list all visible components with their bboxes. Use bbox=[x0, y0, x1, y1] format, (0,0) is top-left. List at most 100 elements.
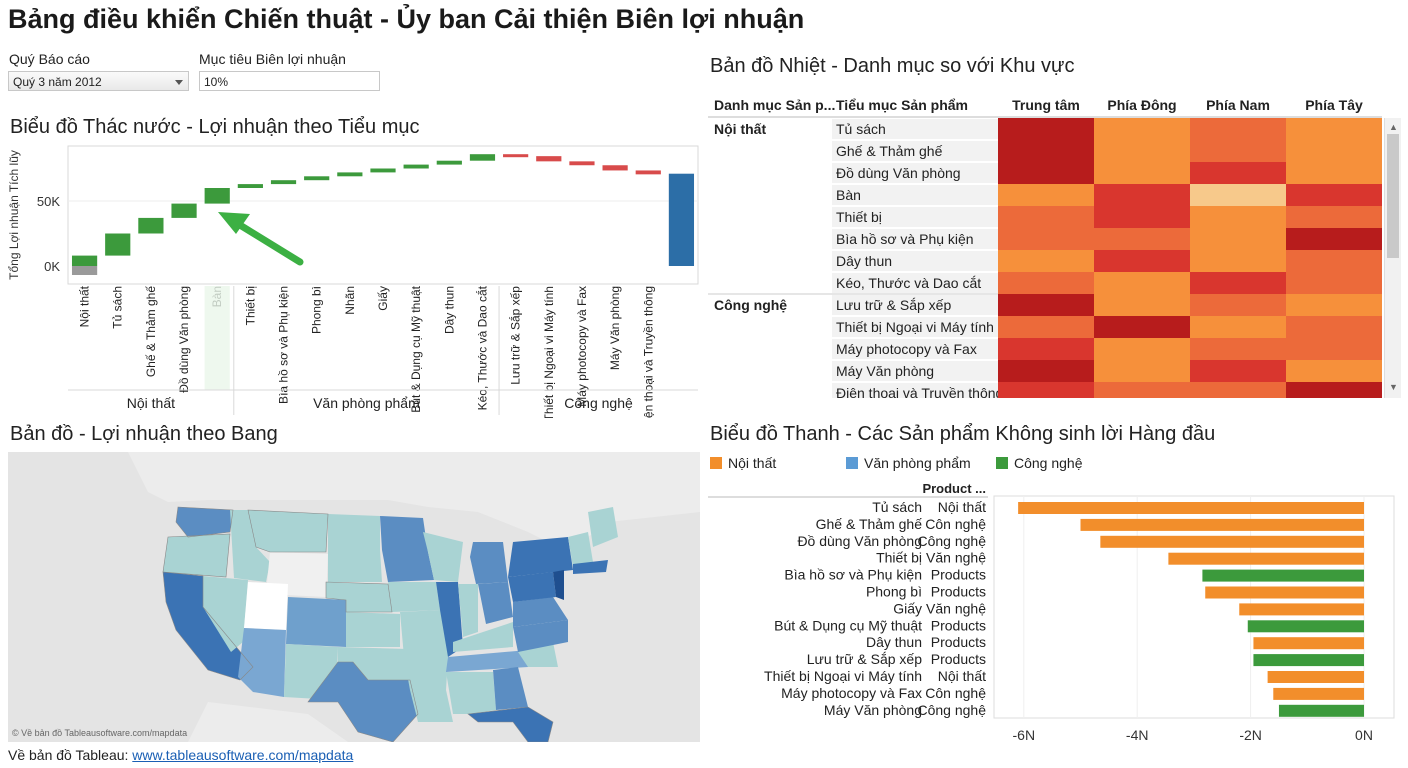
state-michigan[interactable] bbox=[470, 542, 508, 584]
waterfall-bar bbox=[569, 161, 595, 166]
state-south-carolina[interactable] bbox=[518, 642, 558, 667]
heatmap-cell bbox=[1190, 140, 1286, 162]
scrollbar-thumb[interactable] bbox=[1387, 134, 1399, 258]
state-illinois[interactable] bbox=[436, 582, 463, 657]
legend-label-technology: Công nghệ bbox=[1014, 455, 1083, 471]
heatmap-cell bbox=[998, 272, 1094, 294]
bar-product-label: Máy Văn phòng bbox=[824, 702, 922, 718]
state-oklahoma[interactable] bbox=[338, 647, 410, 680]
state-utah[interactable] bbox=[244, 582, 288, 630]
heatmap-cell bbox=[1190, 206, 1286, 228]
map-footer: Về bản đồ Tableau: www.tableausoftware.c… bbox=[8, 747, 353, 763]
state-nebraska[interactable] bbox=[326, 582, 392, 612]
state-texas[interactable] bbox=[308, 662, 418, 742]
heatmap-cell bbox=[1286, 382, 1382, 398]
state-kansas[interactable] bbox=[346, 612, 400, 647]
chevron-down-icon[interactable] bbox=[175, 80, 183, 85]
heatmap-row-label: Tủ sách bbox=[836, 121, 886, 137]
waterfall-bar bbox=[668, 173, 695, 266]
bar-mark bbox=[1100, 535, 1364, 548]
state-ohio[interactable] bbox=[478, 582, 513, 624]
bar-xtick-label: -4N bbox=[1126, 727, 1149, 743]
bar-mark bbox=[1202, 569, 1364, 582]
state-arkansas[interactable] bbox=[404, 657, 448, 690]
state-colorado[interactable] bbox=[286, 597, 348, 647]
state-tennessee[interactable] bbox=[446, 650, 528, 672]
waterfall-bar bbox=[270, 180, 297, 185]
quarter-select[interactable]: Quý 3 năm 2012 bbox=[8, 71, 189, 91]
state-new-york[interactable] bbox=[508, 537, 573, 577]
heatmap-cell bbox=[1286, 118, 1382, 140]
state-maine[interactable] bbox=[588, 507, 618, 547]
bar-product-label: Giấy bbox=[893, 600, 922, 616]
us-map[interactable]: © Về bản đồ Tableausoftware.com/mapdata bbox=[8, 452, 700, 742]
bar-mark bbox=[1080, 518, 1364, 531]
heatmap-cell bbox=[1286, 294, 1382, 316]
heatmap-row-label: Điện thoại và Truyền thông bbox=[836, 385, 1003, 398]
state-wisconsin[interactable] bbox=[423, 532, 463, 582]
state-idaho[interactable] bbox=[230, 510, 270, 582]
waterfall-bar bbox=[204, 188, 230, 204]
state-missouri[interactable] bbox=[400, 610, 453, 657]
waterfall-xtick-label: Dây thun bbox=[442, 286, 456, 334]
target-margin-input[interactable]: 10% bbox=[199, 71, 380, 91]
mapdata-link[interactable]: www.tableausoftware.com/mapdata bbox=[132, 747, 354, 763]
heatmap-cell bbox=[1094, 118, 1190, 140]
heatmap-row-bg bbox=[832, 295, 998, 315]
scroll-down-icon[interactable]: ▼ bbox=[1389, 382, 1398, 392]
state-alabama[interactable] bbox=[470, 672, 496, 714]
state-oregon[interactable] bbox=[163, 534, 230, 577]
bar-plot-frame bbox=[993, 495, 1395, 719]
bar-product-label: Tủ sách bbox=[872, 499, 922, 515]
state-nevada[interactable] bbox=[203, 576, 248, 652]
bar-product-label: Bút & Dụng cụ Mỹ thuật bbox=[774, 617, 922, 633]
heatmap-cell bbox=[1190, 184, 1286, 206]
heatmap-grid: Danh mục Sản p... Tiểu mục Sản phẩm Trung … bbox=[708, 97, 1382, 398]
state-louisiana[interactable] bbox=[410, 690, 453, 722]
state-virginia[interactable] bbox=[513, 597, 568, 627]
bar-product-label: Bìa hồ sơ và Phụ kiện bbox=[784, 567, 922, 583]
bar-mark bbox=[1273, 687, 1364, 700]
heatmap-category-label: Công nghệ bbox=[714, 297, 787, 313]
state-mississippi[interactable] bbox=[446, 672, 470, 714]
heatmap-cell bbox=[1094, 338, 1190, 360]
waterfall-group-label: Công nghệ bbox=[564, 395, 633, 411]
map-credit: © Về bản đồ Tableausoftware.com/mapdata bbox=[12, 728, 188, 738]
state-massachusetts[interactable] bbox=[573, 560, 608, 574]
state-pennsylvania[interactable] bbox=[508, 572, 556, 602]
state-arizona[interactable] bbox=[238, 628, 286, 697]
waterfall-bar bbox=[436, 160, 462, 165]
state-vermont-nh[interactable] bbox=[568, 532, 593, 567]
state-montana[interactable] bbox=[248, 510, 328, 552]
heatmap-cell bbox=[1094, 184, 1190, 206]
state-washington[interactable] bbox=[176, 507, 233, 537]
heatmap-cell bbox=[998, 382, 1094, 398]
state-south-dakota[interactable] bbox=[328, 550, 382, 582]
state-indiana[interactable] bbox=[458, 584, 478, 637]
bar-legend: Nội thất Văn phòng phẩm Công nghệ bbox=[708, 455, 1128, 473]
state-north-dakota[interactable] bbox=[328, 514, 380, 550]
state-california[interactable] bbox=[163, 572, 253, 680]
state-kentucky[interactable] bbox=[453, 622, 513, 652]
state-florida[interactable] bbox=[468, 707, 553, 742]
legend-swatch-technology bbox=[996, 457, 1008, 469]
bar-category-label: Products bbox=[931, 651, 986, 667]
state-georgia[interactable] bbox=[493, 667, 528, 710]
heatmap-col-header: Tiểu mục Sản phẩm bbox=[836, 97, 968, 113]
state-new-jersey[interactable] bbox=[553, 570, 564, 600]
heatmap-cell bbox=[1286, 228, 1382, 250]
state-iowa[interactable] bbox=[388, 582, 440, 612]
waterfall-bar bbox=[304, 176, 330, 181]
scroll-up-icon[interactable]: ▲ bbox=[1389, 122, 1398, 132]
heatmap-cell bbox=[1286, 272, 1382, 294]
heatmap-cell bbox=[1286, 140, 1382, 162]
heatmap-col-header: Trung tâm bbox=[1012, 97, 1080, 113]
state-north-carolina[interactable] bbox=[513, 620, 568, 652]
heatmap-cell bbox=[1094, 228, 1190, 250]
bar-category-label: Products bbox=[931, 617, 986, 633]
heatmap-cell bbox=[998, 250, 1094, 272]
heatmap-scrollbar[interactable]: ▲ ▼ bbox=[1384, 118, 1401, 398]
waterfall-xtick-label: Thiết bị Ngoại vi Máy tính bbox=[542, 286, 556, 418]
state-minnesota[interactable] bbox=[380, 516, 434, 582]
bar-xtick-label: 0N bbox=[1355, 727, 1373, 743]
